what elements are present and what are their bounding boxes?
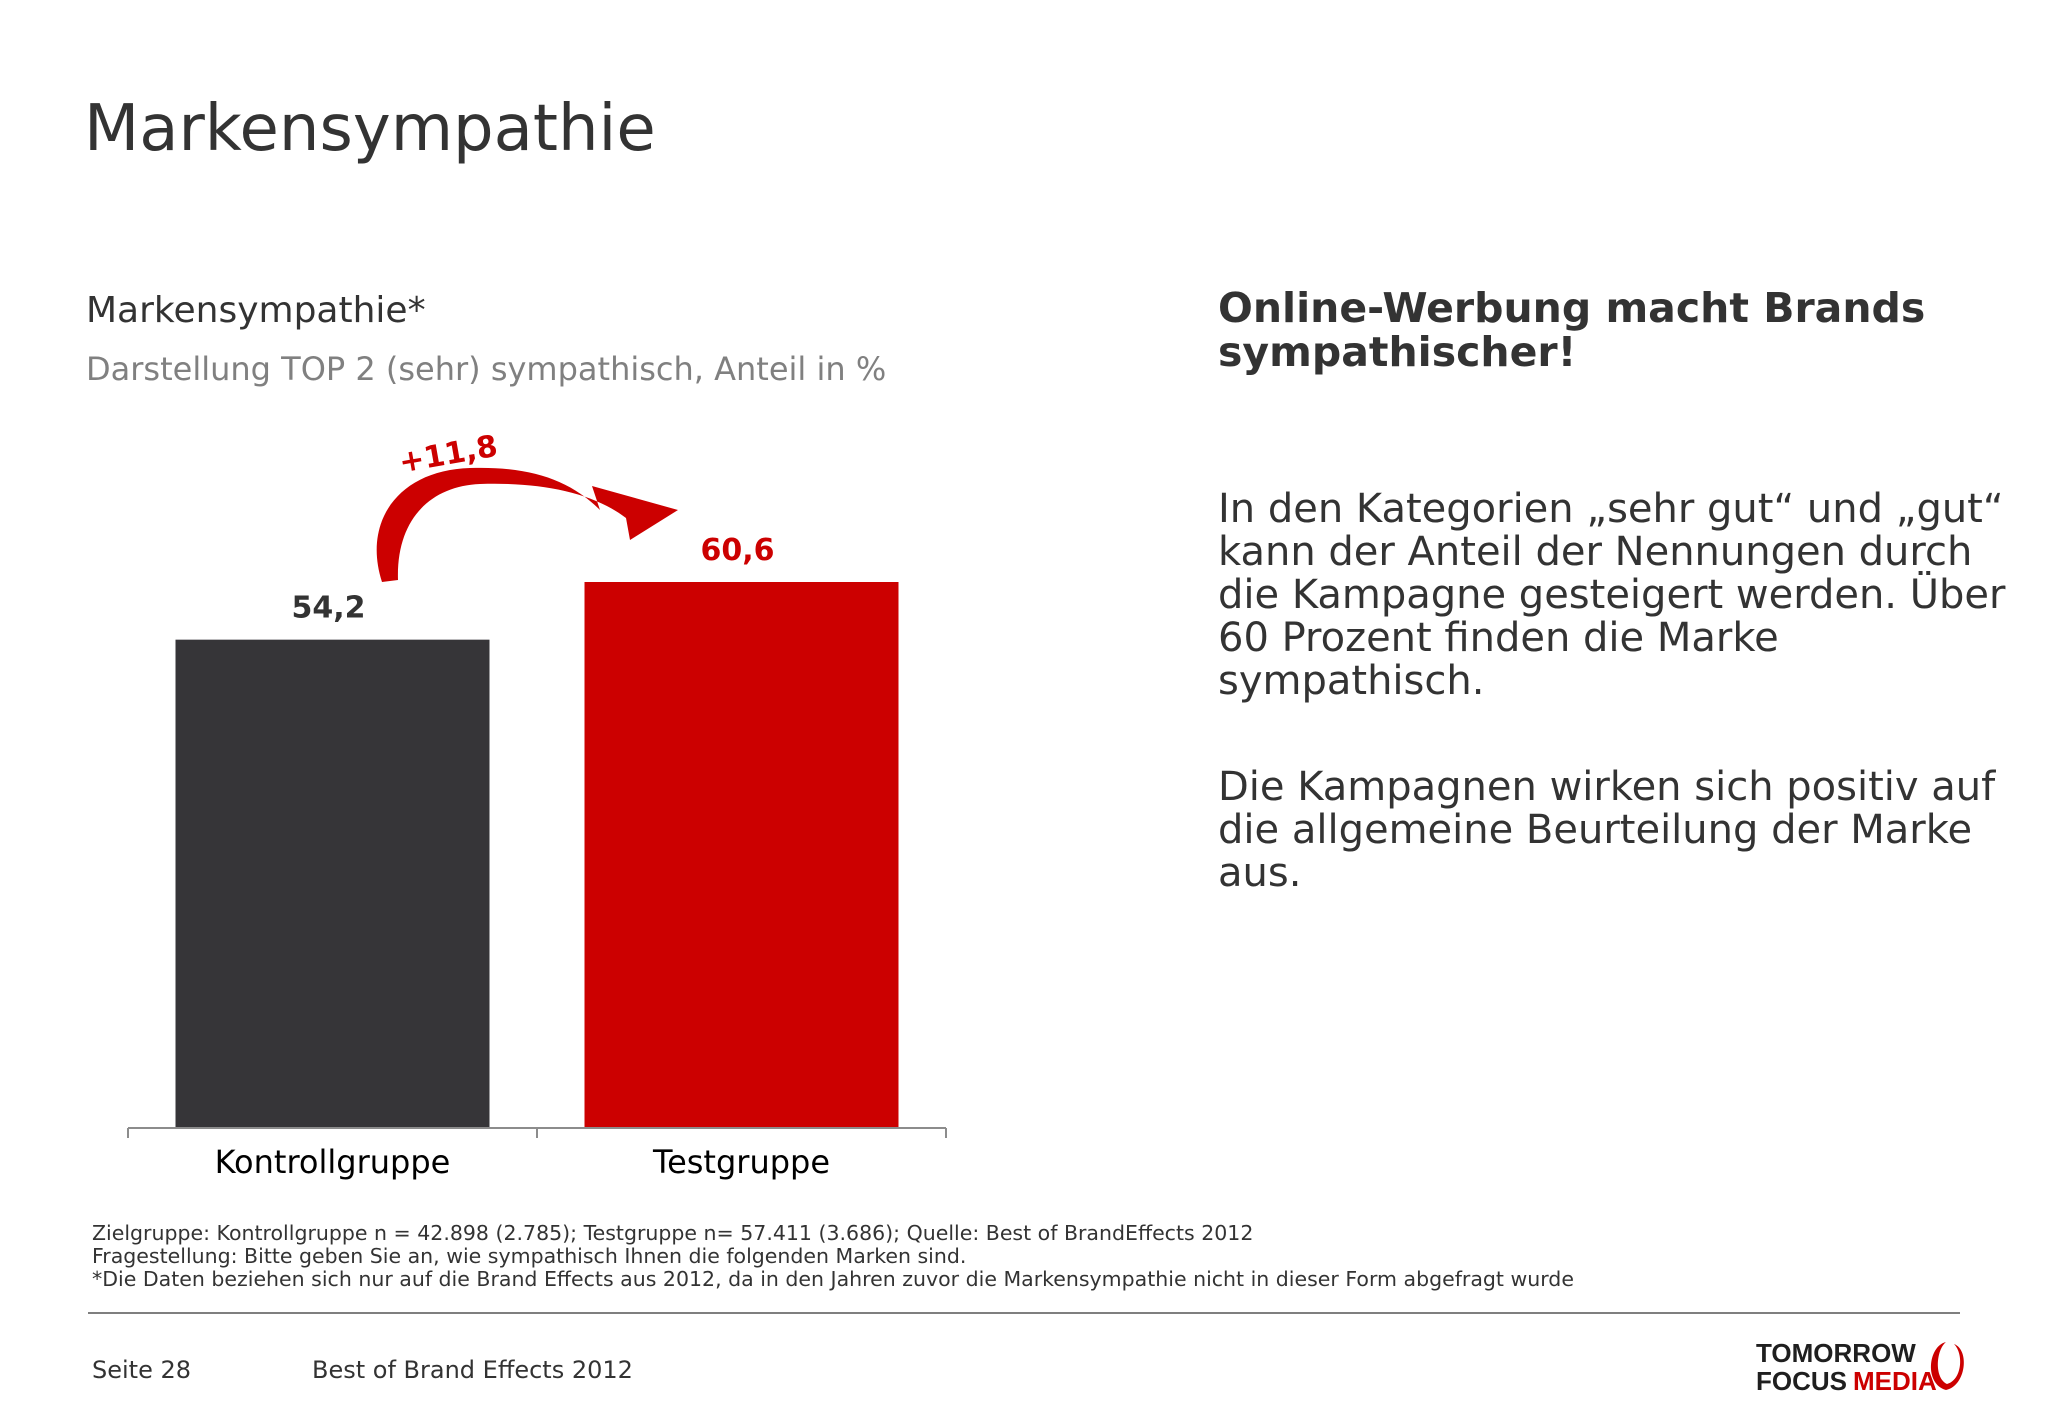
document-name: Best of Brand Effects 2012 xyxy=(312,1356,633,1384)
bar-1 xyxy=(584,582,899,1128)
footer-divider xyxy=(88,1312,1960,1314)
footnote-data-note: *Die Daten beziehen sich nur auf die Bra… xyxy=(92,1267,1574,1291)
data-label-0: 54,2 xyxy=(291,591,365,626)
category-label-1: Testgruppe xyxy=(652,1143,830,1181)
increase-arrow-icon xyxy=(376,467,678,582)
chart-title: Markensympathie* xyxy=(86,290,426,331)
headline: Online-Werbung macht Brands sympathische… xyxy=(1218,284,1926,376)
data-label-1: 60,6 xyxy=(700,533,774,568)
page-number: Seite 28 xyxy=(92,1356,192,1384)
chart-subtitle: Darstellung TOP 2 (sehr) sympathisch, An… xyxy=(86,350,887,388)
company-logo: TOMORROW FOCUS MEDIA xyxy=(1756,1338,1964,1396)
logo-media: MEDIA xyxy=(1853,1366,1937,1396)
footnotes: Zielgruppe: Kontrollgruppe n = 42.898 (2… xyxy=(92,1222,1574,1291)
logo-focus: FOCUS xyxy=(1756,1366,1847,1396)
logo-swirl-icon xyxy=(1930,1342,1964,1390)
bar-0 xyxy=(175,639,490,1128)
category-label-0: Kontrollgruppe xyxy=(215,1143,451,1181)
logo-line-1: TOMORROW xyxy=(1756,1338,1916,1368)
footnote-target-group: Zielgruppe: Kontrollgruppe n = 42.898 (2… xyxy=(92,1221,1254,1245)
slide-title: Markensympathie xyxy=(84,92,656,166)
body-paragraph-2: Die Kampagnen wirken sich positiv auf di… xyxy=(1218,764,1996,896)
footnote-question: Fragestellung: Bitte geben Sie an, wie s… xyxy=(92,1244,967,1268)
body-paragraph-1: In den Kategorien „sehr gut“ und „gut“ k… xyxy=(1218,486,2006,704)
